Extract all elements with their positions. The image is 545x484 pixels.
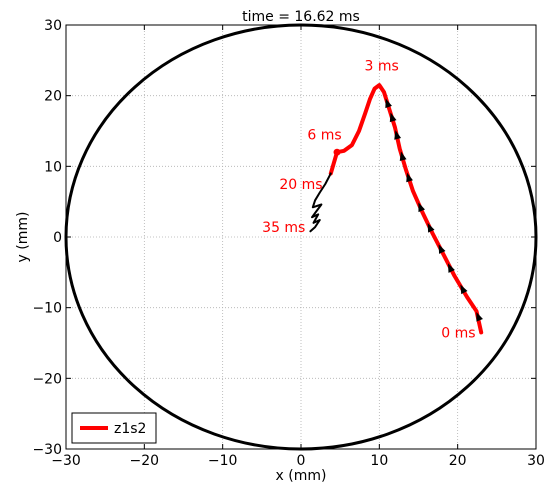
direction-arrow	[460, 284, 468, 295]
series-line-trail	[309, 172, 332, 233]
y-tick-label: 20	[44, 89, 62, 105]
series-marker-dot	[333, 148, 341, 156]
y-tick-label: 10	[44, 159, 62, 175]
y-tick-label: −30	[32, 442, 62, 458]
legend-label-z1s2: z1s2	[114, 421, 146, 437]
direction-arrow	[406, 172, 413, 183]
tick-layer: −30 −20 −10 0 10 20 30 −30 −20 −10 0 10 20 30	[32, 18, 544, 469]
direction-arrow	[399, 151, 407, 161]
time-annotation: 6 ms	[307, 128, 341, 144]
grid	[65, 24, 537, 450]
direction-arrow	[389, 112, 397, 123]
direction-arrow	[427, 223, 435, 233]
x-axis-label: x (mm)	[276, 468, 327, 484]
direction-arrow	[447, 263, 455, 273]
x-tick-label: 30	[527, 453, 545, 469]
y-tick-label: 0	[53, 230, 62, 246]
time-annotation: 3 ms	[365, 58, 399, 74]
time-annotation: 0 ms	[441, 325, 475, 341]
series-line-z1s2	[328, 83, 484, 335]
annotation-layer: 3 ms 6 ms 20 ms 35 ms 0 ms	[262, 58, 475, 341]
direction-arrow	[385, 98, 392, 109]
y-tick-label: −20	[32, 371, 62, 387]
direction-arrow	[394, 130, 402, 140]
y-tick-label: −10	[32, 301, 62, 317]
x-tick-label: −10	[208, 453, 238, 469]
direction-arrow	[438, 244, 446, 254]
x-tick-label: 20	[449, 453, 467, 469]
x-tick-label: 10	[370, 453, 388, 469]
x-tick-label: 0	[297, 453, 306, 469]
direction-arrow	[418, 202, 425, 213]
series-layer	[309, 83, 484, 335]
x-tick-label: −20	[130, 453, 160, 469]
time-annotation: 20 ms	[279, 177, 322, 193]
y-tick-label: 30	[44, 18, 62, 34]
legend: z1s2	[71, 412, 157, 444]
y-axis-label: y (mm)	[15, 212, 31, 263]
direction-arrow	[476, 311, 483, 322]
time-annotation: 35 ms	[262, 220, 305, 236]
chart-title: time = 16.62 ms	[242, 9, 360, 25]
arrow-layer	[385, 98, 483, 322]
x-tick-label: −30	[51, 453, 81, 469]
